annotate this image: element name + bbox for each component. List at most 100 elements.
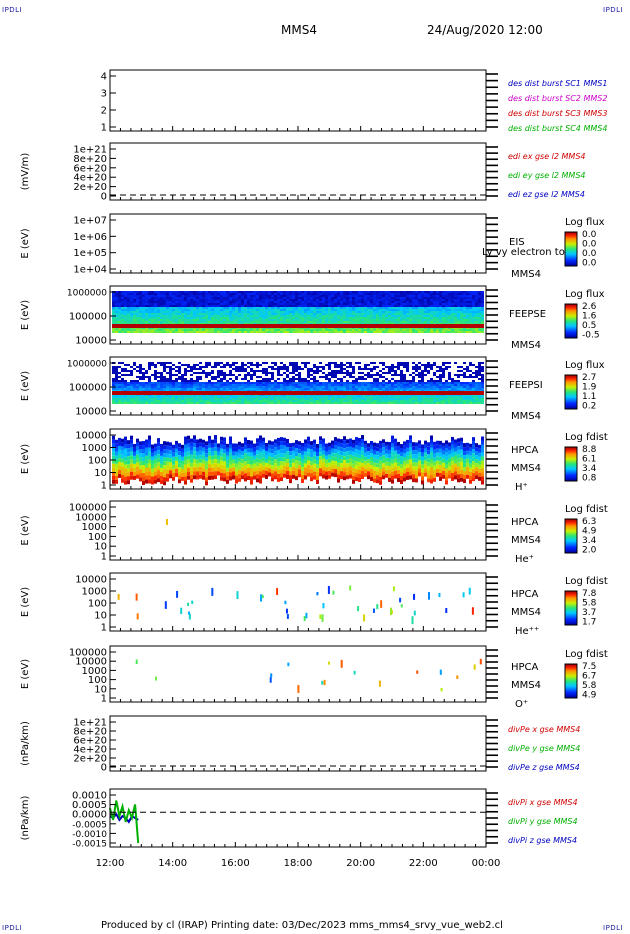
heatmap-cell (115, 301, 118, 303)
y-tick-label: 1e+04 (73, 265, 107, 276)
heatmap-cell (211, 386, 214, 388)
heatmap-cell (436, 313, 439, 315)
heatmap-cell (202, 315, 205, 317)
heatmap-cell (118, 321, 121, 323)
heatmap-cell (355, 319, 358, 321)
heatmap-cell (322, 315, 325, 317)
heatmap-cell (403, 331, 406, 333)
heatmap-cell (397, 303, 400, 305)
heatmap-cell (187, 364, 190, 366)
heatmap-cell (427, 295, 430, 297)
heatmap-cell (424, 301, 427, 303)
heatmap-cell (205, 317, 208, 319)
heatmap-cell (361, 331, 364, 333)
heatmap-cell (154, 331, 157, 333)
y-tick-label: 1e+07 (73, 216, 107, 227)
heatmap-cell (277, 293, 280, 295)
heatmap-cell (274, 291, 277, 293)
heatmap-cell (175, 313, 178, 315)
heatmap-cell (334, 299, 337, 301)
heatmap-cell (442, 364, 445, 366)
heatmap-cell (475, 301, 478, 303)
heatmap-cell (403, 376, 406, 378)
heatmap-cell (124, 295, 127, 297)
heatmap-cell (142, 378, 145, 380)
heatmap-cell (439, 384, 442, 386)
heatmap-cell (223, 372, 226, 374)
heatmap-cell (133, 303, 136, 305)
heatmap-cell (460, 388, 463, 390)
colorbar-tick-label: 2.6 (582, 302, 597, 312)
heatmap-cell (190, 382, 193, 384)
heatmap-cell (235, 370, 238, 372)
heatmap-cell (334, 372, 337, 374)
heatmap-cell (388, 388, 391, 390)
heatmap-cell (334, 293, 337, 295)
heatmap-cell (289, 303, 292, 305)
heatmap-cell (136, 299, 139, 301)
heatmap-cell (400, 329, 403, 331)
heatmap-cell (154, 299, 157, 301)
heatmap-cell (334, 398, 337, 400)
heatmap-cell (454, 380, 457, 382)
heatmap-cell (241, 297, 244, 299)
heatmap-cell (481, 291, 484, 293)
heatmap-cell (172, 384, 175, 386)
heatmap-cell (463, 368, 466, 370)
heatmap-cell (367, 376, 370, 378)
heatmap-cell (283, 386, 286, 388)
heatmap-cell (277, 366, 280, 368)
heatmap-cell (358, 319, 361, 321)
heatmap-cell (262, 305, 265, 307)
heatmap-cell (316, 366, 319, 368)
heatmap-cell (196, 301, 199, 303)
heatmap-cell (325, 297, 328, 299)
heatmap-cell (295, 311, 298, 313)
heatmap-cell (364, 378, 367, 380)
panel-frame (109, 213, 487, 274)
heatmap-cell (262, 293, 265, 295)
heatmap-cell (421, 303, 424, 305)
heatmap-cell (409, 305, 412, 307)
heatmap-cell (283, 319, 286, 321)
heatmap-cell (382, 319, 385, 321)
heatmap-cell (370, 291, 373, 293)
heatmap-cell (373, 309, 376, 311)
heatmap-cell (160, 400, 163, 402)
y-tick-label: 10000 (75, 336, 107, 347)
heatmap-cell (340, 291, 343, 293)
heatmap-cell (382, 368, 385, 370)
heatmap-cell (226, 396, 229, 398)
heatmap-cell (379, 376, 382, 378)
heatmap-cell (406, 313, 409, 315)
heatmap-cell (421, 311, 424, 313)
heatmap-cell (397, 398, 400, 400)
heatmap-cell (361, 319, 364, 321)
heatmap-cell (193, 402, 196, 404)
heatmap-cell (343, 398, 346, 400)
heatmap-cell (436, 331, 439, 333)
heatmap-cell (340, 382, 343, 384)
heatmap-cell (256, 329, 259, 331)
heatmap-cell (322, 366, 325, 368)
heatmap-cell (454, 374, 457, 376)
heatmap-cell (148, 303, 151, 305)
heatmap-cell (139, 311, 142, 313)
heatmap-cell (166, 329, 169, 331)
heatmap-cell (403, 396, 406, 398)
heatmap-cell (292, 291, 295, 293)
heatmap-cell (457, 366, 460, 368)
heatmap-cell (244, 400, 247, 402)
heatmap-cell (370, 400, 373, 402)
heatmap-cell (205, 366, 208, 368)
heatmap-cell (424, 368, 427, 370)
heatmap-cell (382, 303, 385, 305)
heatmap-cell (388, 317, 391, 319)
heatmap-cell (379, 331, 382, 333)
heatmap-cell (124, 400, 127, 402)
heatmap-cell (403, 380, 406, 382)
heatmap-cell (397, 293, 400, 295)
heatmap-cell (454, 400, 457, 402)
heatmap-cell (136, 319, 139, 321)
heatmap-cell (286, 321, 289, 323)
